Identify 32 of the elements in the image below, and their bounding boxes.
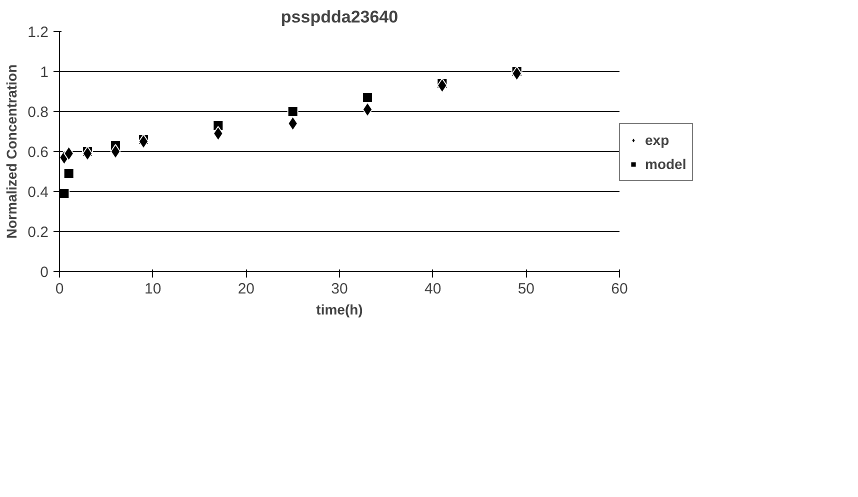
y-tick-label: 0.4 bbox=[28, 184, 49, 201]
y-tick-label: 1.2 bbox=[28, 24, 49, 41]
x-tick-label: 30 bbox=[331, 280, 348, 298]
x-axis-title: time(h) bbox=[316, 302, 363, 318]
point bbox=[64, 146, 74, 161]
point bbox=[63, 168, 74, 179]
x-tick-label: 50 bbox=[518, 280, 535, 298]
point bbox=[512, 66, 522, 81]
point bbox=[213, 126, 224, 141]
point bbox=[362, 92, 373, 103]
x-tick-label: 0 bbox=[55, 280, 64, 298]
chart-title: psspdda23640 bbox=[280, 8, 398, 26]
y-tick-label: 1 bbox=[40, 64, 48, 81]
x-tick-label: 40 bbox=[424, 280, 442, 298]
x-tick-label: 20 bbox=[238, 280, 255, 298]
y-tick-label: 0.2 bbox=[28, 224, 49, 241]
x-tick-label: 60 bbox=[611, 280, 628, 298]
y-tick-label: 0.6 bbox=[28, 144, 49, 161]
point bbox=[287, 106, 298, 117]
point bbox=[110, 144, 121, 159]
y-axis-title: Normalized Concentration bbox=[4, 64, 20, 239]
y-tick-label: 0.8 bbox=[28, 104, 49, 121]
point bbox=[362, 102, 373, 117]
point bbox=[82, 146, 93, 161]
x-tick-label: 10 bbox=[144, 280, 162, 298]
legend-label: exp bbox=[645, 132, 670, 148]
point bbox=[60, 188, 70, 199]
point bbox=[437, 78, 448, 93]
point bbox=[138, 134, 149, 149]
point bbox=[288, 116, 298, 131]
legend-label: model bbox=[645, 156, 686, 172]
y-tick-label: 0 bbox=[40, 264, 48, 281]
